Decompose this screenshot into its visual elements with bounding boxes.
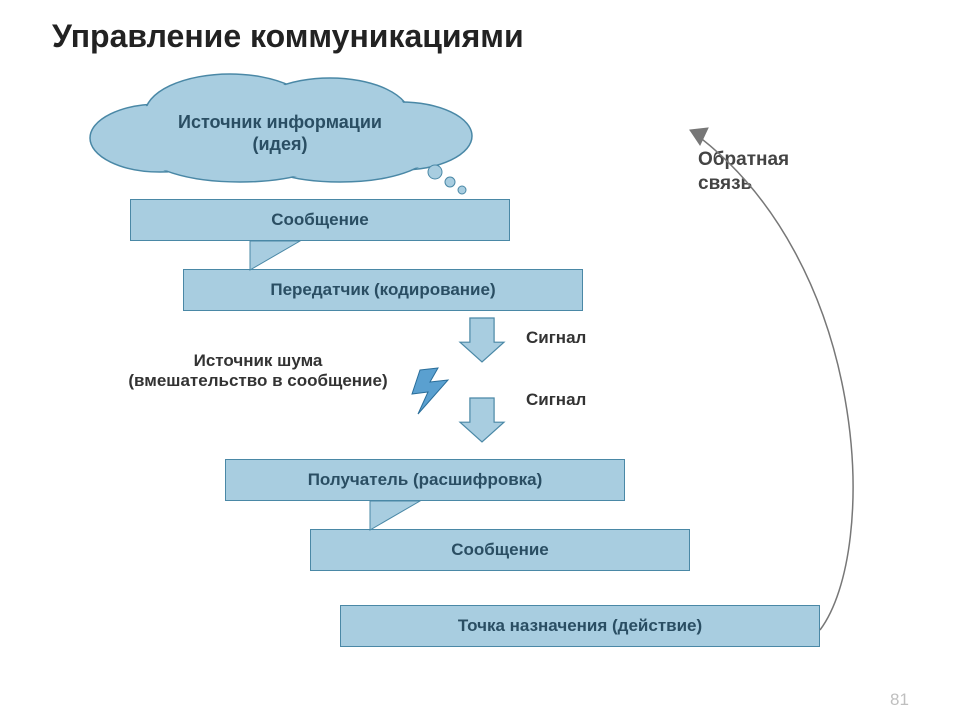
box-message-2: Сообщение	[310, 529, 690, 571]
svg-text:Источник информации: Источник информации	[178, 112, 382, 132]
svg-text:(идея): (идея)	[253, 134, 308, 154]
noise-label-line2: (вмешательство в сообщение)	[58, 371, 458, 391]
box-destination-text: Точка назначения (действие)	[458, 616, 702, 636]
feedback-label-line2: связь	[698, 173, 752, 194]
box-receiver: Получатель (расшифровка)	[225, 459, 625, 501]
box-transmitter: Передатчик (кодирование)	[183, 269, 583, 311]
page-number: 81	[890, 690, 909, 710]
feedback-label-line1: Обратная	[698, 149, 789, 170]
box-destination: Точка назначения (действие)	[340, 605, 820, 647]
box-transmitter-text: Передатчик (кодирование)	[270, 280, 495, 300]
box-message-1: Сообщение	[130, 199, 510, 241]
noise-label: Источник шума (вмешательство в сообщение…	[58, 351, 458, 391]
signal-label-1: Сигнал	[526, 328, 586, 348]
signal-label-2: Сигнал	[526, 390, 586, 410]
box-receiver-text: Получатель (расшифровка)	[308, 470, 543, 490]
noise-label-line1: Источник шума	[58, 351, 458, 371]
page-title: Управление коммуникациями	[52, 18, 524, 55]
box-message-1-text: Сообщение	[271, 210, 369, 230]
feedback-label: Обратная связь	[698, 148, 789, 196]
box-message-2-text: Сообщение	[451, 540, 549, 560]
